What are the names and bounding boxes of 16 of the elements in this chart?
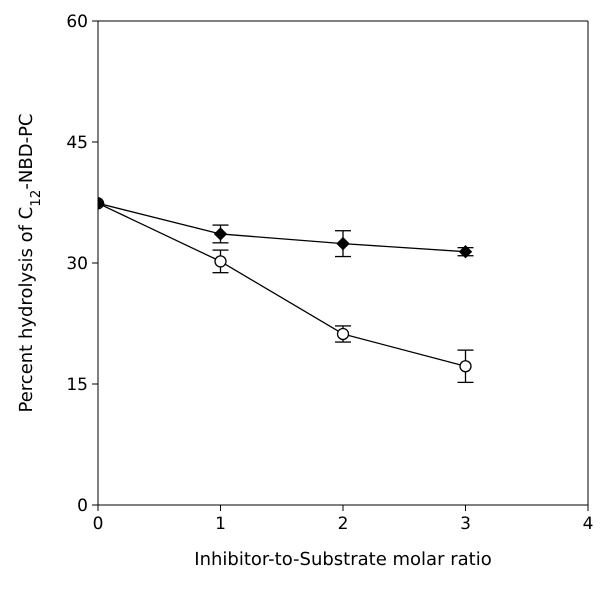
- y-tick-label: 30: [66, 254, 88, 274]
- y-tick-label: 0: [77, 496, 88, 516]
- point: [459, 245, 472, 258]
- point: [214, 255, 227, 268]
- y-tick-label: 45: [66, 133, 88, 154]
- x-tick-label: 2: [338, 514, 348, 534]
- point: [459, 360, 472, 372]
- point: [336, 237, 350, 250]
- y-tick-label: 15: [66, 375, 88, 396]
- x-axis-title: Inhibitor-to-Substrate molar ratio: [194, 549, 492, 570]
- x-tick-label: 0: [92, 514, 104, 534]
- x-tick-label: 4: [582, 514, 594, 534]
- x-tick-label: 3: [460, 514, 471, 534]
- x-tick-label: 1: [215, 514, 226, 534]
- y-tick-label: 60: [66, 12, 88, 32]
- point: [214, 227, 227, 240]
